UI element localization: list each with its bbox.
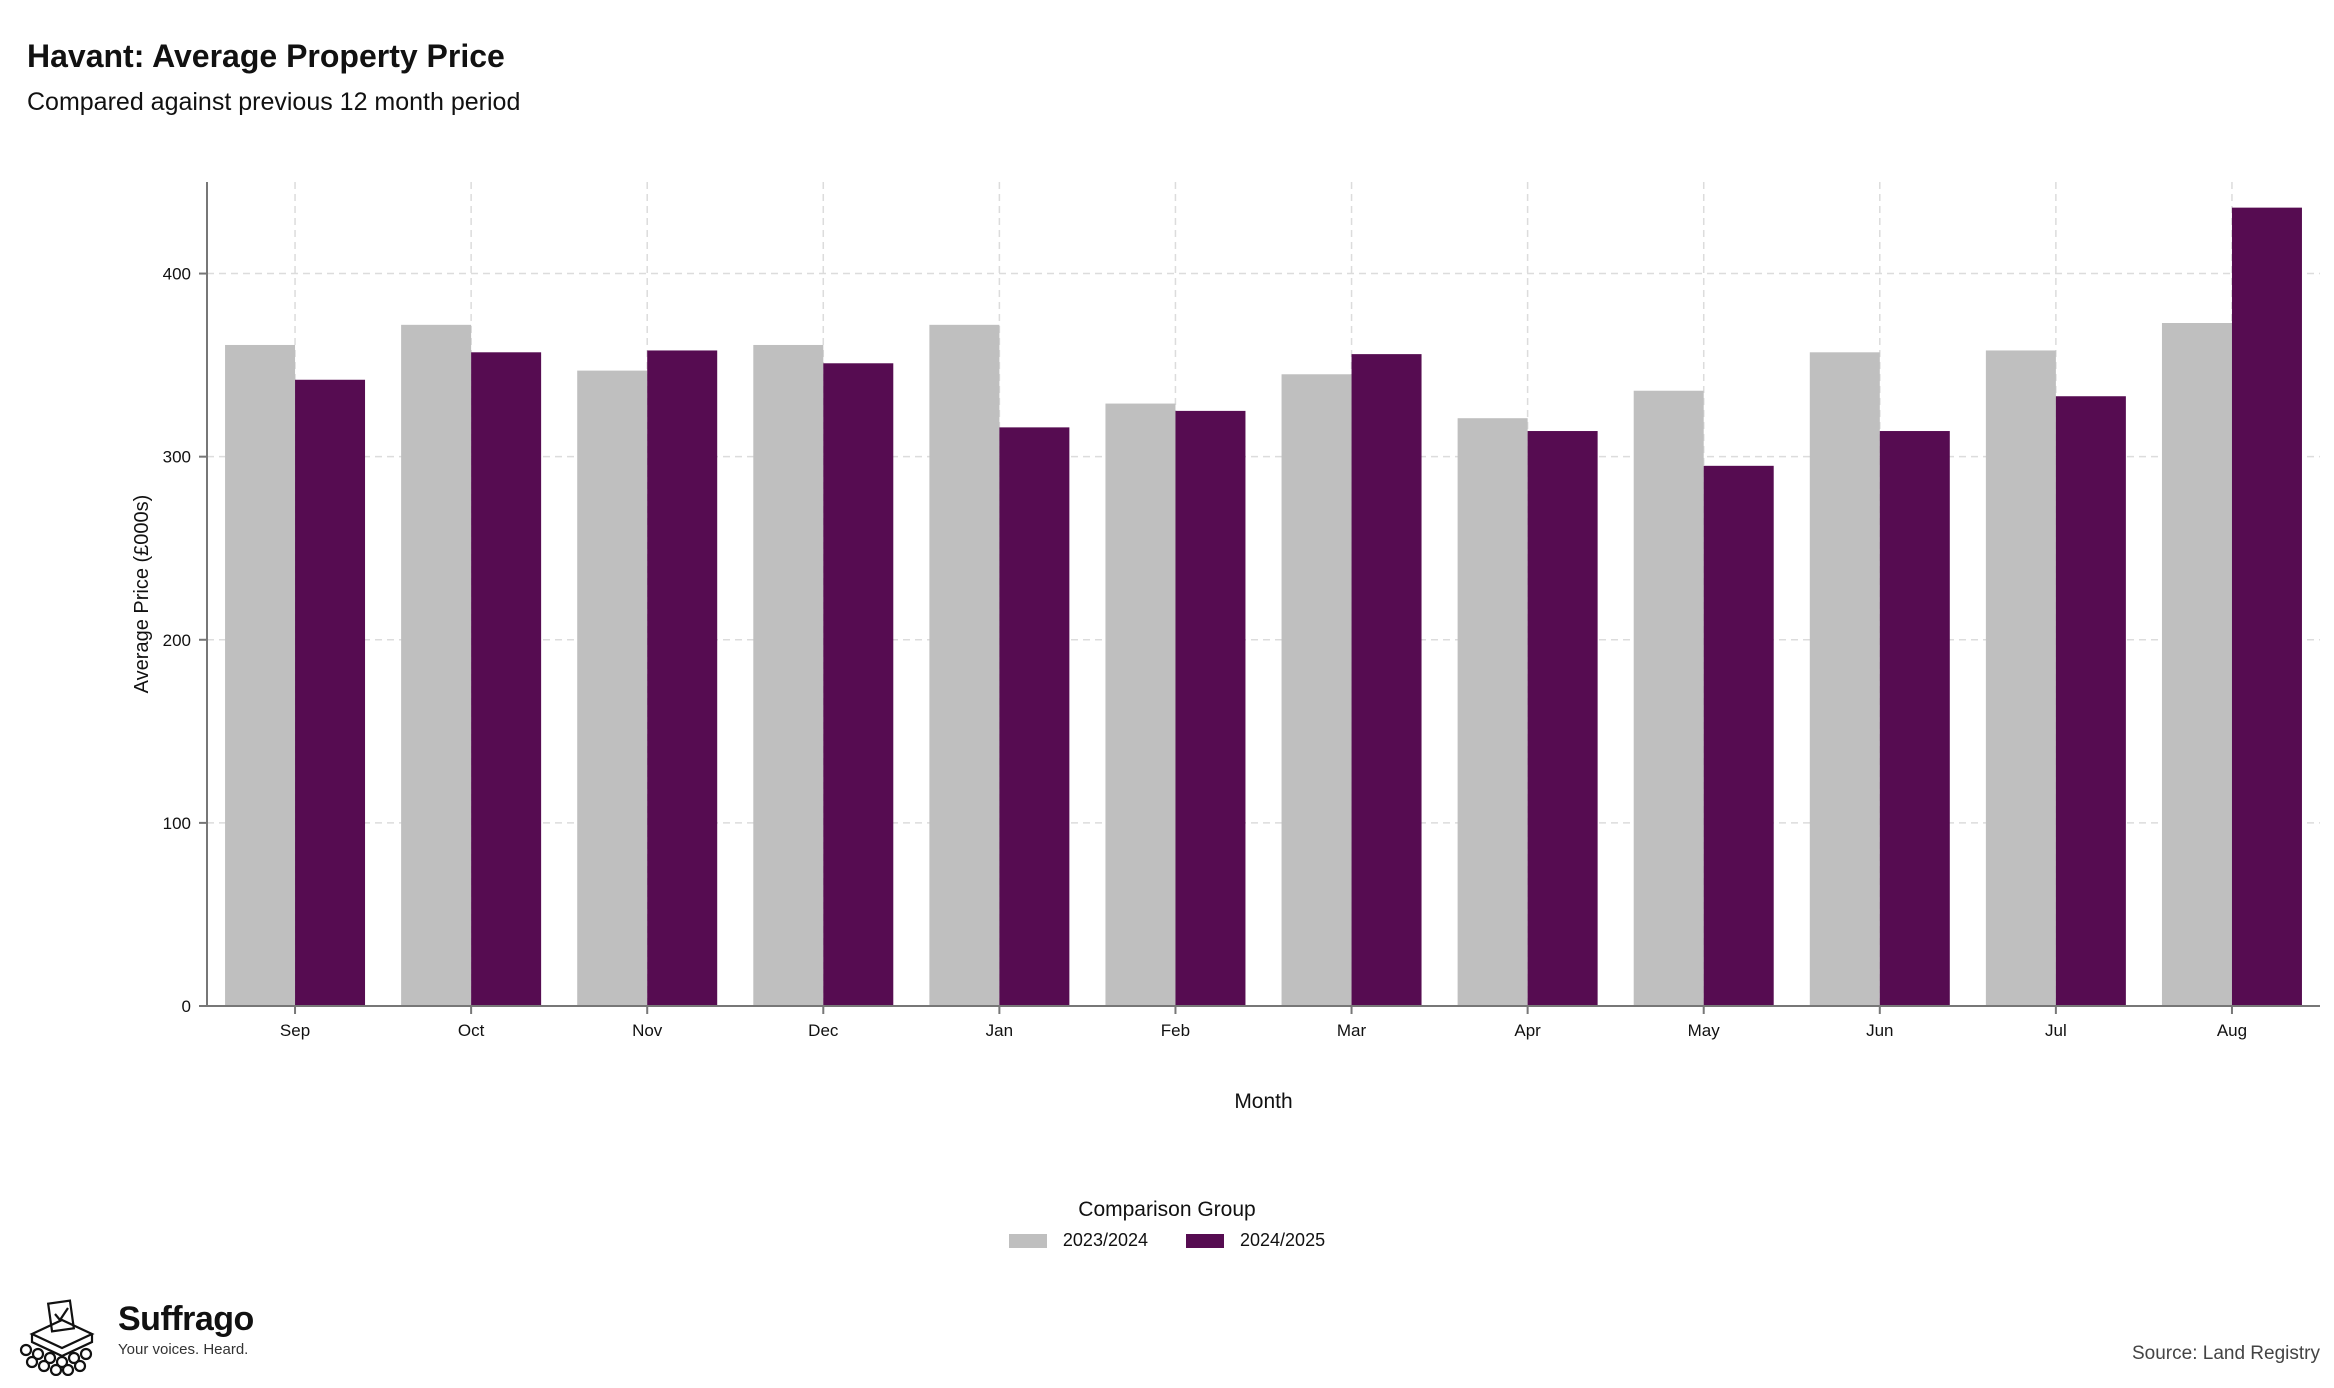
tick-labels: 0 100 200 300 400 Sep Oct Nov Dec Jan Feb Mar Apr May… [163, 265, 2247, 1040]
y-tick-label: 300 [163, 448, 191, 467]
legend-label: 2024/2025 [1240, 1230, 1326, 1250]
source-note: Source: Land Registry [2132, 1343, 2320, 1364]
x-tick-label: Apr [1514, 1021, 1541, 1040]
bar-2023-2024-jul [1985, 350, 2056, 1006]
bar-2023-2024-may [1633, 390, 1704, 1006]
bar-2023-2024-dec [753, 344, 824, 1007]
bar-2024-2025-jan [999, 427, 1070, 1006]
bar-2024-2025-jun [1879, 431, 1950, 1006]
y-tick-label: 400 [163, 265, 191, 284]
legend-label: 2023/2024 [1062, 1230, 1148, 1250]
legend-item-2024-2025: 2024/2025 [1186, 1230, 1325, 1251]
bar-2024-2025-feb [1175, 410, 1246, 1006]
x-tick-label: Jun [1866, 1021, 1893, 1040]
x-tick-label: Feb [1161, 1021, 1190, 1040]
brand-logo: Suffrago Your voices. Heard. [14, 1296, 254, 1381]
x-tick-label: Oct [458, 1021, 485, 1040]
x-axis-label: Month [1234, 1090, 1292, 1113]
chart-subtitle: Compared against previous 12 month perio… [27, 88, 521, 116]
x-tick-label: Aug [2217, 1021, 2247, 1040]
x-tick-label: Sep [280, 1021, 310, 1040]
bar-2024-2025-apr [1527, 431, 1598, 1006]
bar-2023-2024-sep [225, 344, 296, 1007]
bar-2023-2024-jun [1809, 352, 1880, 1006]
bar-2024-2025-sep [295, 379, 366, 1006]
legend: Comparison Group 2023/2024 2024/2025 [0, 1198, 2334, 1251]
axes [199, 182, 2320, 1014]
legend-item-2023-2024: 2023/2024 [1008, 1230, 1148, 1251]
bar-2024-2025-dec [823, 363, 894, 1006]
y-tick-label: 100 [163, 814, 191, 833]
x-tick-label: Dec [808, 1021, 839, 1040]
bar-2023-2024-jan [929, 324, 1000, 1006]
x-tick-label: May [1688, 1021, 1721, 1040]
bar-2024-2025-oct [471, 352, 542, 1006]
ballot-box-icon [14, 1296, 110, 1381]
bar-2023-2024-apr [1457, 418, 1528, 1006]
y-tick-label: 200 [163, 631, 191, 650]
bar-2023-2024-mar [1281, 374, 1352, 1006]
bar-2024-2025-aug [2231, 207, 2302, 1006]
x-tick-label: Jul [2045, 1021, 2067, 1040]
bar-2024-2025-jul [2055, 396, 2126, 1006]
x-tick-label: Mar [1337, 1021, 1367, 1040]
brand-name: Suffrago [118, 1300, 254, 1338]
bar-2023-2024-feb [1105, 403, 1176, 1006]
bars [225, 207, 2302, 1007]
legend-swatch [1008, 1233, 1047, 1248]
bar-2023-2024-oct [401, 324, 472, 1006]
legend-swatch [1186, 1233, 1224, 1248]
bar-2024-2025-nov [647, 350, 718, 1006]
bar-2023-2024-aug [2161, 322, 2232, 1006]
chart-title: Havant: Average Property Price [27, 38, 505, 74]
legend-title: Comparison Group [1078, 1198, 1256, 1221]
x-tick-label: Jan [986, 1021, 1013, 1040]
x-tick-label: Nov [632, 1021, 663, 1040]
bar-2024-2025-mar [1351, 354, 1422, 1006]
bar-2024-2025-may [1703, 465, 1774, 1006]
y-axis-label: Average Price (£000s) [131, 495, 153, 694]
brand-tagline: Your voices. Heard. [118, 1341, 249, 1358]
y-tick-label: 0 [182, 997, 191, 1016]
bar-2023-2024-nov [577, 370, 648, 1006]
